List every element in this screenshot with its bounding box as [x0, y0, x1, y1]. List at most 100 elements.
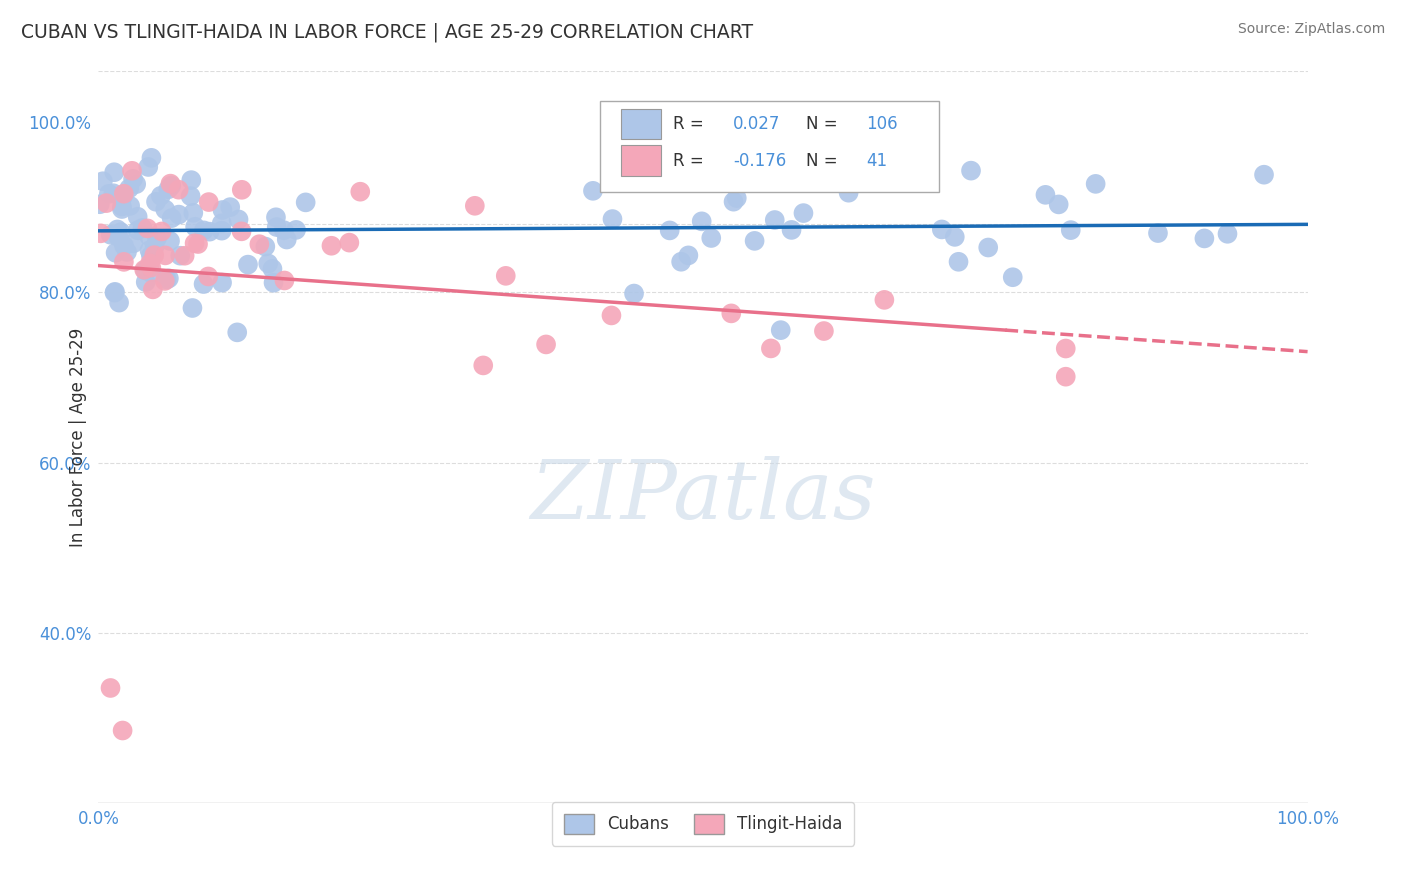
- Point: [600, 309, 623, 323]
- Point: [139, 249, 162, 263]
- Point: [149, 188, 172, 202]
- Point: [153, 274, 176, 288]
- Point: [103, 186, 125, 201]
- Point: [264, 211, 287, 225]
- Point: [157, 271, 180, 285]
- Point: [720, 306, 742, 320]
- Point: [138, 229, 160, 244]
- Point: [160, 178, 183, 193]
- Point: [160, 211, 183, 226]
- Point: [169, 249, 191, 263]
- Point: [266, 220, 288, 235]
- Point: [91, 174, 114, 188]
- Point: [763, 213, 786, 227]
- Text: CUBAN VS TLINGIT-HAIDA IN LABOR FORCE | AGE 25-29 CORRELATION CHART: CUBAN VS TLINGIT-HAIDA IN LABOR FORCE | …: [21, 22, 754, 42]
- Point: [111, 202, 134, 216]
- Point: [349, 185, 371, 199]
- Text: 106: 106: [866, 115, 898, 133]
- Point: [813, 324, 835, 338]
- Point: [770, 167, 793, 181]
- Point: [582, 184, 605, 198]
- Point: [107, 230, 129, 244]
- Point: [139, 266, 162, 280]
- Point: [198, 225, 221, 239]
- Point: [700, 231, 723, 245]
- Point: [1147, 226, 1170, 240]
- Point: [90, 227, 112, 241]
- Text: 41: 41: [866, 152, 887, 169]
- Point: [180, 173, 202, 187]
- Point: [141, 260, 163, 275]
- Point: [146, 231, 169, 245]
- Point: [118, 181, 141, 195]
- Point: [159, 177, 181, 191]
- Point: [725, 191, 748, 205]
- Point: [159, 234, 181, 248]
- Point: [122, 236, 145, 251]
- Point: [211, 224, 233, 238]
- Point: [193, 277, 215, 291]
- Point: [1054, 369, 1077, 384]
- Point: [183, 236, 205, 251]
- Point: [173, 249, 195, 263]
- Point: [257, 256, 280, 270]
- Point: [156, 272, 179, 286]
- Point: [943, 230, 966, 244]
- FancyBboxPatch shape: [621, 109, 661, 139]
- Text: -0.176: -0.176: [734, 152, 786, 169]
- Point: [143, 248, 166, 262]
- Point: [197, 269, 219, 284]
- Point: [111, 199, 134, 213]
- Point: [228, 212, 250, 227]
- Point: [285, 223, 308, 237]
- Point: [623, 286, 645, 301]
- Point: [211, 276, 233, 290]
- Point: [226, 326, 249, 340]
- Point: [273, 223, 295, 237]
- Point: [690, 214, 713, 228]
- Point: [1001, 270, 1024, 285]
- Point: [678, 248, 700, 262]
- Point: [112, 238, 135, 252]
- Point: [111, 189, 134, 203]
- Point: [276, 233, 298, 247]
- Point: [110, 190, 132, 204]
- Point: [744, 234, 766, 248]
- Point: [472, 359, 495, 373]
- Point: [180, 189, 202, 203]
- Point: [155, 248, 177, 262]
- Text: R =: R =: [672, 152, 703, 169]
- Point: [1216, 227, 1239, 241]
- Text: R =: R =: [672, 115, 703, 133]
- Point: [141, 151, 163, 165]
- Point: [231, 224, 253, 238]
- Point: [157, 182, 180, 196]
- Point: [219, 200, 242, 214]
- Text: 0.027: 0.027: [734, 115, 780, 133]
- Point: [120, 199, 142, 213]
- Point: [135, 275, 157, 289]
- Point: [134, 263, 156, 277]
- Point: [145, 194, 167, 209]
- Text: ZIPatlas: ZIPatlas: [530, 456, 876, 535]
- Point: [122, 171, 145, 186]
- Point: [115, 245, 138, 260]
- Point: [150, 224, 173, 238]
- Point: [759, 342, 782, 356]
- Point: [181, 301, 204, 315]
- Point: [1054, 342, 1077, 356]
- Point: [931, 222, 953, 236]
- Text: N =: N =: [806, 152, 838, 169]
- Point: [247, 237, 270, 252]
- Point: [97, 186, 120, 201]
- Point: [231, 183, 253, 197]
- Point: [254, 239, 277, 253]
- FancyBboxPatch shape: [621, 145, 661, 176]
- Point: [167, 208, 190, 222]
- Point: [873, 293, 896, 307]
- Point: [723, 194, 745, 209]
- Point: [112, 186, 135, 201]
- Point: [104, 245, 127, 260]
- Point: [108, 295, 131, 310]
- Point: [1253, 168, 1275, 182]
